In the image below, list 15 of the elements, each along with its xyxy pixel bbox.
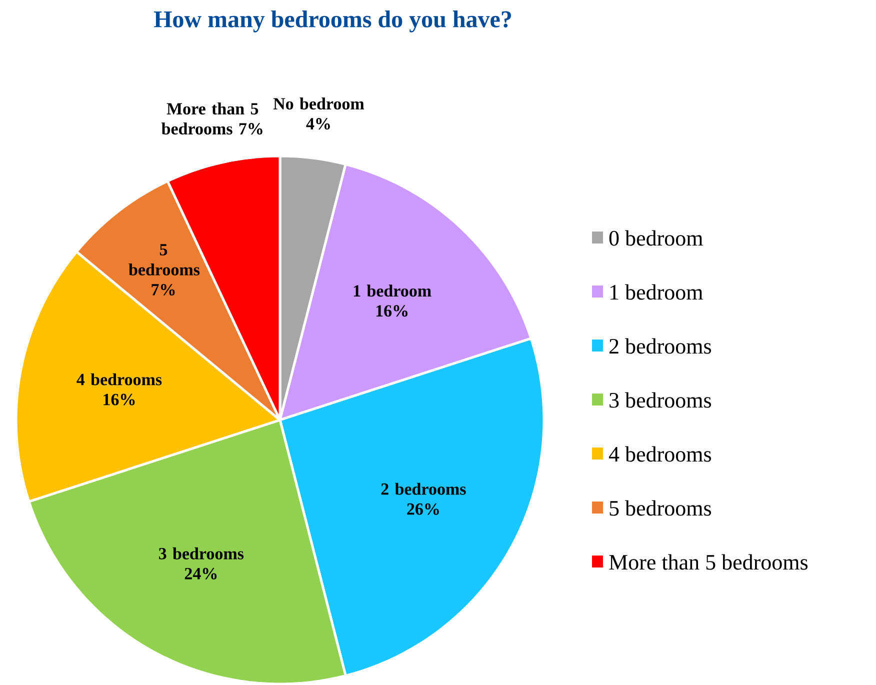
data-label: No bedroom 4% [273, 97, 364, 130]
legend-label: 5 bedrooms [610, 500, 712, 516]
legend-label: 2 bedrooms [610, 338, 712, 354]
legend-label: 3 bedrooms [610, 392, 712, 408]
legend-label: 0 bedroom [609, 230, 703, 246]
legend-label: More than 5 bedrooms [609, 554, 808, 570]
legend-label: 4 bedrooms [608, 446, 712, 462]
legend-label: 1 bedroom [610, 284, 703, 300]
data-label: 2 bedrooms 26% [381, 482, 466, 515]
data-label: 3 bedrooms 24% [158, 547, 244, 580]
data-label: 4 bedrooms 16% [76, 373, 162, 406]
data-label: 1 bedroom 16% [354, 284, 432, 317]
data-label: 5 bedrooms 7% [128, 244, 200, 296]
chart-title: How many bedrooms do you have? [154, 10, 511, 32]
data-label: More than 5 bedrooms 7% [162, 102, 262, 134]
